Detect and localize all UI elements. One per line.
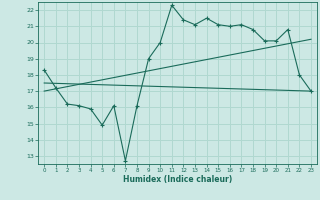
X-axis label: Humidex (Indice chaleur): Humidex (Indice chaleur) [123,175,232,184]
